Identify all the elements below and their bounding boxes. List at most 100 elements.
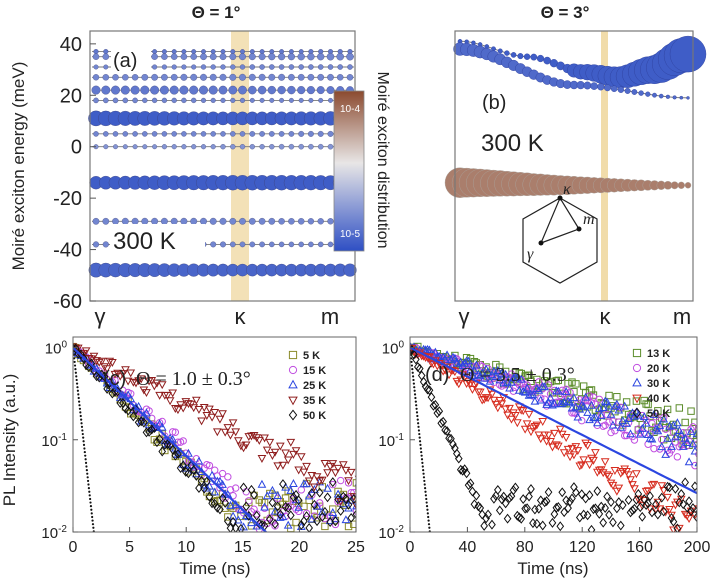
x-tick-label: 120 [569, 539, 596, 556]
data-point [501, 405, 510, 414]
band-point [218, 85, 228, 95]
data-point [329, 505, 337, 513]
data-point [606, 479, 616, 488]
colorbar: 10-4 10-5 Moiré exciton distribution [333, 72, 391, 252]
band-point [288, 97, 294, 103]
data-point [134, 417, 143, 428]
data-point [685, 496, 693, 507]
data-point [528, 424, 538, 433]
data-point [442, 350, 452, 359]
irf-point [417, 422, 420, 425]
data-point [534, 503, 543, 514]
data-point [566, 496, 574, 507]
data-point [229, 516, 237, 527]
data-point [683, 429, 691, 437]
irf-point [86, 472, 89, 475]
data-point [684, 515, 694, 524]
data-point [155, 391, 164, 400]
data-point [671, 438, 680, 446]
data-point [480, 520, 488, 531]
data-point [305, 522, 314, 532]
band-point [326, 52, 335, 61]
band-point [543, 56, 552, 65]
data-point [288, 365, 298, 375]
band-point [240, 49, 245, 55]
data-point [575, 512, 584, 523]
legend-label: 25 K [303, 380, 326, 392]
band-point [161, 64, 167, 70]
data-point [573, 412, 583, 421]
data-point [622, 418, 631, 427]
irf-point [425, 501, 428, 504]
irf-point [427, 519, 430, 522]
band-point [307, 73, 315, 81]
irf-point [73, 360, 76, 364]
data-point [529, 392, 537, 400]
data-point [571, 443, 581, 452]
data-point [197, 475, 206, 486]
band-point [112, 74, 119, 81]
data-point [281, 501, 290, 512]
data-point [433, 408, 442, 419]
data-point [184, 448, 193, 457]
y-tick-exponent: 0 [398, 340, 404, 351]
data-point [464, 378, 473, 387]
data-point [696, 518, 697, 519]
data-point [569, 451, 579, 460]
data-point [548, 443, 557, 452]
data-point [184, 468, 193, 479]
data-point [323, 483, 332, 492]
data-point [595, 508, 604, 519]
y-tick-base: 10 [45, 341, 62, 358]
data-point [454, 453, 463, 464]
panel-c-plot [73, 342, 356, 532]
data-point [268, 497, 277, 508]
data-point [511, 372, 520, 381]
panel-b-frame [454, 30, 694, 302]
data-point [212, 428, 222, 437]
data-point [228, 419, 238, 428]
data-point [472, 362, 481, 370]
bz-label-m: m [583, 211, 595, 228]
data-point [300, 502, 308, 511]
colorbar-tick-bottom: 10-5 [340, 229, 360, 240]
band-point [141, 217, 149, 225]
x-tick-label: 15 [234, 539, 252, 556]
bz-label-kappa: κ [563, 181, 571, 198]
band-point [151, 131, 158, 137]
data-point [168, 444, 177, 455]
band-point [638, 90, 644, 96]
irf-point [427, 523, 431, 526]
data-point [275, 512, 285, 521]
data-point [304, 477, 314, 486]
x-tick-label: γ [459, 304, 470, 329]
data-point [687, 407, 695, 415]
irf-point [415, 407, 418, 410]
band-point [686, 96, 690, 100]
band-point [337, 64, 343, 70]
data-point [478, 509, 487, 520]
data-point [260, 434, 269, 443]
data-point [527, 483, 535, 494]
data-point [226, 431, 235, 440]
bz-point-m [576, 226, 582, 232]
data-point [355, 485, 356, 490]
data-point [328, 508, 338, 516]
data-point [575, 462, 585, 471]
panel-c-frame [72, 336, 357, 533]
band-point [220, 49, 226, 55]
data-point [470, 381, 479, 390]
data-point [310, 483, 319, 492]
band-point [210, 144, 216, 150]
band-point [239, 64, 246, 70]
data-point [676, 430, 686, 439]
band-point [248, 85, 257, 95]
irf-point [424, 487, 427, 490]
data-point [471, 360, 481, 369]
band-point [190, 73, 198, 81]
data-point [563, 445, 573, 454]
data-point [542, 496, 551, 507]
band-point [112, 97, 119, 104]
data-point [659, 487, 669, 495]
